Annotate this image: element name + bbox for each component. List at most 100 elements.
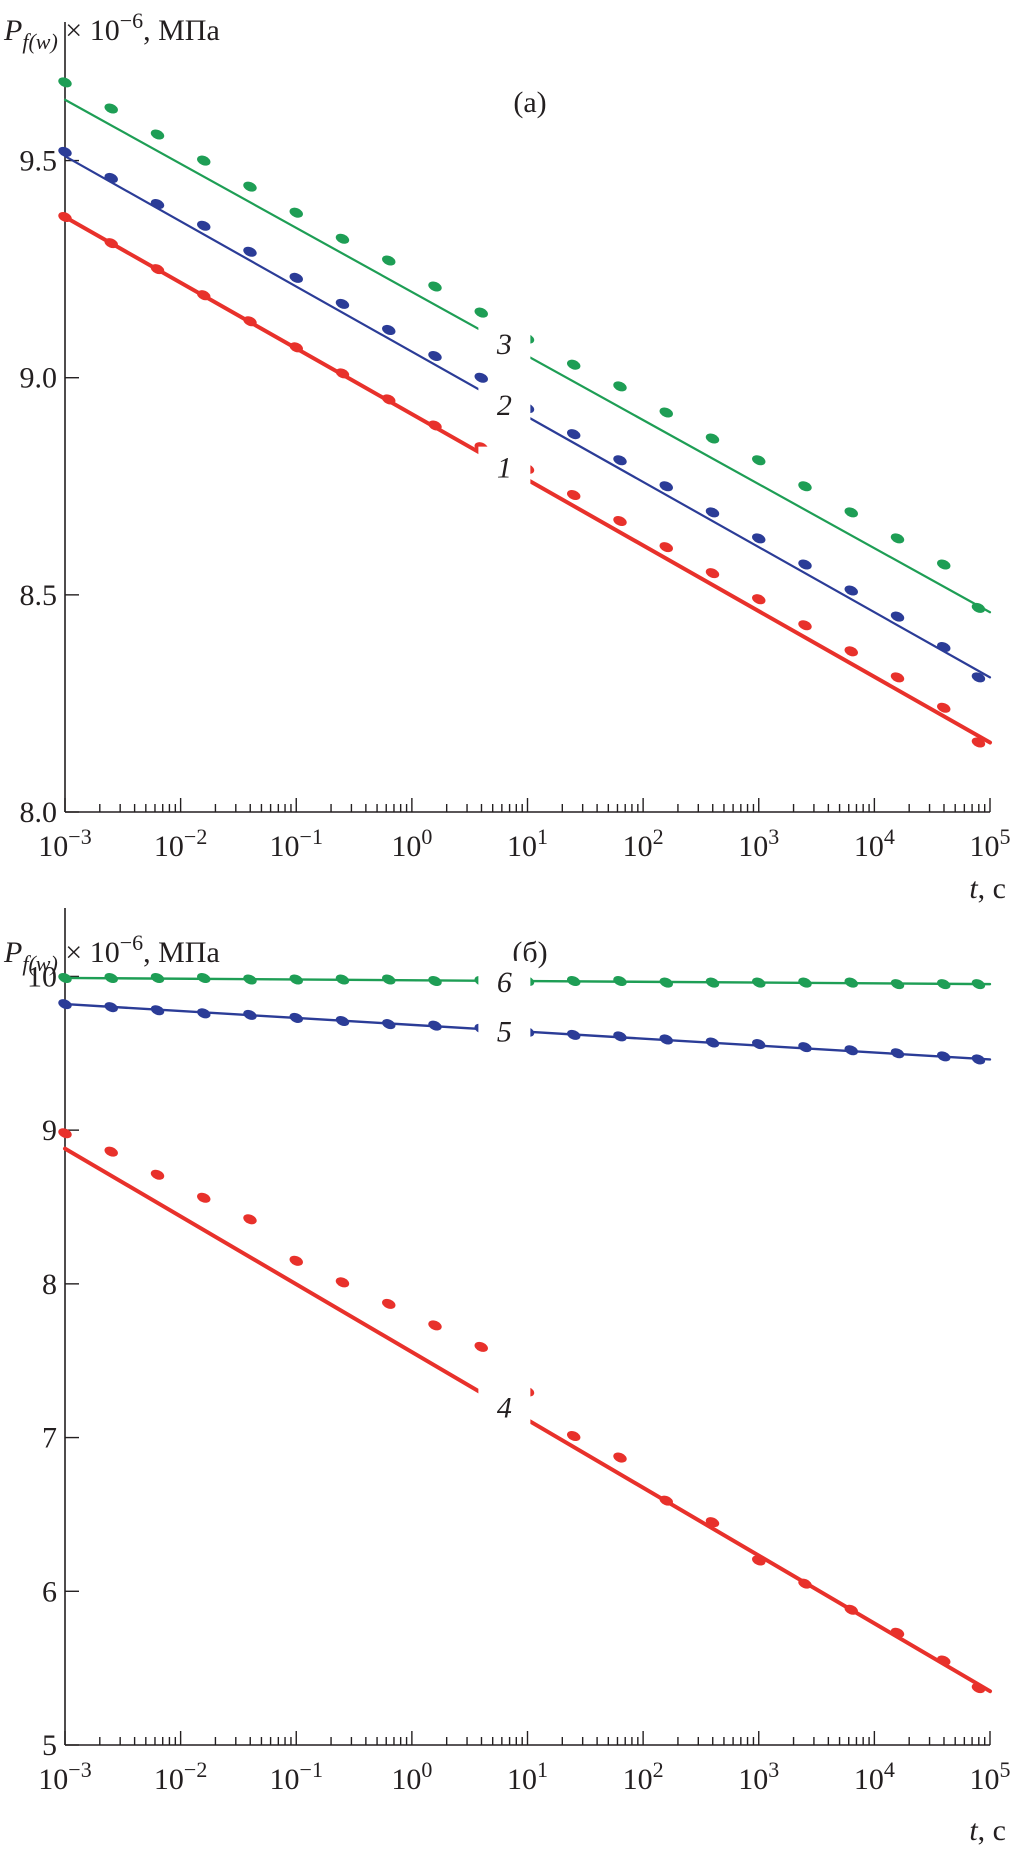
series-3-point: [243, 181, 257, 192]
series-1-point: [752, 594, 766, 605]
x-tick-base: 10: [738, 830, 768, 863]
series-3-point: [659, 407, 673, 418]
y-tick-label: 9: [42, 1114, 57, 1147]
series-6-point: [243, 974, 257, 985]
y-title-subscript: f(w): [22, 29, 57, 54]
series-5-point: [58, 999, 72, 1010]
series-5-point: [197, 1008, 211, 1019]
series-3-point: [474, 307, 488, 318]
series-2-point: [844, 585, 858, 596]
x-tick-exponent: 5: [1000, 1757, 1011, 1782]
series-4-point: [971, 1683, 986, 1694]
x-tick-exponent: 3: [768, 824, 779, 849]
series-6: 6: [58, 960, 992, 1001]
series-6-point: [937, 979, 951, 990]
series-3-point: [382, 255, 396, 266]
series-2-point: [890, 611, 905, 622]
series-1-point: [844, 646, 858, 657]
y-title-subscript: f(w): [22, 951, 57, 976]
series-5: 5: [58, 999, 992, 1065]
series-5-point: [382, 1019, 396, 1030]
series-6-point: [104, 972, 118, 983]
series-1-point: [566, 489, 581, 500]
series-6-point: [566, 976, 581, 987]
series-2-label-gap: [478, 383, 531, 424]
series-2-point: [705, 507, 720, 518]
series-2-point: [971, 672, 986, 683]
series-1-point: [58, 212, 72, 223]
x-tick-label: 10−3: [38, 824, 91, 863]
series-3-point: [890, 533, 905, 544]
series-5-point: [428, 1020, 442, 1031]
y-title-multiplier: × 10: [58, 14, 120, 47]
x-title-variable: t: [969, 1814, 978, 1847]
y-tick-label: 9.5: [20, 145, 58, 178]
series-6-point: [197, 972, 211, 983]
series-3-point: [937, 559, 951, 570]
series-1-point: [971, 737, 986, 748]
series-2-point: [566, 429, 581, 440]
series-2-point: [659, 481, 673, 492]
series-5-point: [890, 1048, 905, 1059]
x-tick-label: 10−2: [154, 1757, 207, 1796]
series-4-point: [474, 1341, 488, 1352]
x-tick-exponent: 4: [884, 1757, 895, 1782]
series-2-point: [150, 198, 165, 210]
series-6-point: [150, 972, 165, 983]
series-1-point: [104, 238, 118, 249]
series-1: 1: [58, 212, 992, 748]
series-6-point: [382, 974, 396, 985]
series-4-point: [566, 1431, 581, 1442]
x-tick-base: 10: [854, 830, 884, 863]
x-tick-label: 10−3: [38, 1757, 91, 1796]
x-tick-base: 10: [38, 830, 68, 863]
series-2: 2: [58, 146, 992, 683]
x-tick-base: 10: [270, 1763, 300, 1796]
series-4-point: [705, 1517, 720, 1528]
series-4-point: [659, 1495, 673, 1506]
series-5-point: [104, 1002, 118, 1013]
series-2-point: [428, 350, 442, 362]
series-2-point: [474, 372, 488, 383]
series-3-point: [705, 433, 720, 444]
series-2-point: [289, 272, 303, 283]
series-4-label: 4: [497, 1391, 512, 1424]
y-title-symbol: P: [3, 936, 22, 969]
series-1-point: [798, 620, 812, 631]
series-6-point: [705, 977, 720, 988]
x-title-variable: t: [969, 872, 978, 905]
x-tick-exponent: 1: [537, 1757, 548, 1782]
series-2-point: [104, 172, 118, 183]
y-title-unit: , МПа: [143, 936, 220, 969]
series-1-label: 1: [497, 452, 512, 485]
x-tick-exponent: −3: [68, 1757, 91, 1782]
series-1-point: [428, 420, 442, 431]
x-tick-base: 10: [854, 1763, 884, 1796]
y-axis-title: Pf(w) × 10−6, МПа: [3, 8, 220, 54]
x-tick-exponent: 0: [421, 824, 432, 849]
x-axis-title: t, c: [969, 872, 1006, 905]
panel-label: (a): [513, 86, 546, 119]
chart-panel-1: 8.08.59.09.510−3 10−2 10−1 100 101 102 103 104 1…: [3, 8, 1011, 905]
series-2-point: [197, 220, 211, 231]
series-4-point: [104, 1146, 118, 1157]
series-4-point: [890, 1627, 905, 1638]
x-tick-label: 104: [854, 824, 895, 863]
y-tick-label: 6: [42, 1575, 57, 1608]
series-3-point: [197, 155, 211, 166]
x-tick-base: 10: [507, 1763, 537, 1796]
series-5-point: [752, 1039, 766, 1050]
series-6-point: [798, 977, 812, 988]
series-6-point: [428, 976, 442, 987]
y-tick-label: 9.0: [20, 362, 58, 395]
series-3-label: 3: [496, 328, 512, 361]
series-5-label-gap: [478, 1010, 531, 1051]
y-title-multiplier: × 10: [58, 936, 120, 969]
series-4: 4: [58, 1128, 992, 1694]
series-1-point: [890, 672, 905, 683]
x-tick-exponent: 1: [537, 824, 548, 849]
series-1-label-gap: [478, 446, 531, 487]
x-tick-label: 10−1: [270, 1757, 323, 1796]
x-tick-label: 105: [970, 824, 1011, 863]
x-tick-base: 10: [154, 1763, 184, 1796]
